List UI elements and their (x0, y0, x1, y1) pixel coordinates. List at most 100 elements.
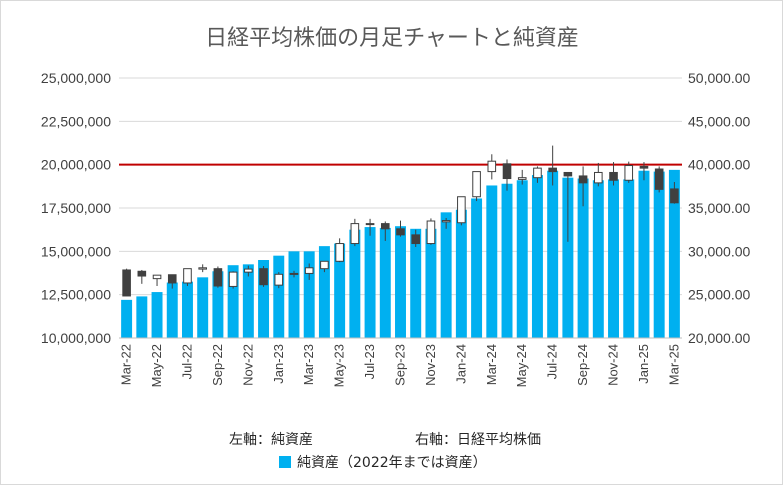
right-axis-note: 右軸：日経平均株価 (415, 432, 541, 448)
net-assets-bar-Jan-23 (273, 255, 285, 338)
candle-May-24 (517, 169, 527, 185)
net-assets-bar-May-22 (151, 292, 163, 338)
candle-Nov-24 (609, 162, 618, 186)
net-assets-bar-Nov-24 (608, 179, 620, 338)
net-assets-bar-Mar-24 (486, 185, 498, 338)
net-assets-bar-May-24 (516, 180, 528, 338)
left-axis-ticks: 10,000,000 12,500,000 15,000,000 17,500,000… (41, 70, 111, 346)
net-assets-bar-May-23 (334, 243, 346, 338)
net-assets-bar-Jan-24 (455, 209, 467, 338)
candle-Mar-23 (304, 263, 314, 280)
candle-Jan-25 (639, 162, 649, 181)
net-assets-bar-Oct-24 (592, 180, 604, 338)
candle-Oct-22 (228, 271, 238, 289)
candle-Jan-24 (457, 196, 466, 226)
right-tick-label: 45,000.00 (688, 113, 750, 129)
left-tick-label: 17,500,000 (41, 200, 111, 216)
x-tick-label: Nov-23 (423, 344, 438, 386)
candle-Oct-23 (411, 229, 421, 247)
net-assets-bar-Aug-22 (197, 277, 209, 338)
left-tick-label: 10,000,000 (41, 330, 111, 346)
candle-Sep-23 (396, 220, 405, 237)
net-assets-bar-Oct-23 (410, 228, 422, 338)
x-tick-label: Mar-23 (301, 344, 316, 385)
candle-Mar-25 (670, 182, 679, 204)
net-assets-bar-Mar-25 (668, 169, 680, 338)
net-assets-bar-Mar-22 (121, 299, 133, 338)
x-tick-label: Nov-24 (606, 344, 621, 386)
right-tick-label: 50,000.00 (688, 70, 750, 86)
net-assets-bar-Dec-23 (440, 212, 452, 338)
x-tick-label: Mar-24 (484, 344, 499, 385)
net-assets-bar-Aug-23 (379, 227, 391, 338)
candle-Aug-22 (198, 264, 207, 273)
candle-Oct-24 (594, 162, 603, 187)
net-assets-bar-Dec-24 (623, 179, 635, 338)
x-tick-label: Jan-25 (636, 344, 651, 384)
candle-Dec-24 (624, 161, 634, 183)
left-tick-label: 25,000,000 (41, 70, 111, 86)
nikkei-candles (122, 145, 679, 297)
x-tick-label: Sep-23 (393, 344, 408, 386)
net-assets-bar-Feb-25 (653, 171, 665, 338)
x-tick-label: Jul-22 (179, 344, 194, 379)
net-assets-bar-Apr-22 (136, 296, 148, 338)
right-tick-label: 35,000.00 (688, 200, 750, 216)
left-tick-label: 12,500,000 (41, 287, 111, 303)
x-tick-label: Sep-22 (210, 344, 225, 386)
candle-May-22 (152, 274, 162, 286)
candle-Mar-24 (487, 154, 497, 180)
candle-Apr-22 (137, 269, 147, 284)
net-assets-bar-Jul-23 (364, 227, 376, 338)
net-assets-bars (121, 169, 680, 338)
net-assets-bar-Jul-24 (547, 170, 559, 338)
candle-Jul-24 (548, 145, 557, 186)
candle-Apr-24 (502, 159, 512, 191)
left-tick-label: 22,500,000 (41, 113, 111, 129)
legend: 純資産（2022年までは資産） (279, 455, 487, 471)
net-assets-bar-Dec-22 (258, 260, 270, 338)
left-tick-label: 15,000,000 (41, 243, 111, 259)
candle-Aug-24 (563, 171, 573, 242)
net-assets-bar-Jul-22 (181, 281, 193, 338)
candle-Sep-22 (213, 266, 223, 288)
candle-Feb-23 (289, 270, 299, 278)
net-assets-bar-Sep-22 (212, 271, 224, 338)
net-assets-bar-Aug-24 (562, 177, 574, 338)
candle-Dec-22 (259, 266, 268, 287)
x-tick-label: Jan-24 (453, 344, 468, 384)
candle-Aug-23 (380, 221, 390, 241)
net-assets-bar-Apr-23 (318, 246, 330, 338)
x-tick-label: May-23 (332, 344, 347, 387)
net-assets-bar-Sep-24 (577, 178, 589, 338)
candle-Jul-23 (365, 218, 375, 236)
right-tick-label: 25,000.00 (688, 287, 750, 303)
legend-swatch (279, 456, 291, 468)
left-tick-label: 20,000,000 (41, 157, 111, 173)
candle-Jun-24 (533, 166, 542, 183)
chart-title: 日経平均株価の月足チャートと純資産 (205, 26, 579, 51)
x-tick-label: May-24 (514, 344, 529, 387)
candle-Jun-22 (167, 274, 177, 289)
x-tick-label: Mar-22 (119, 344, 134, 385)
right-tick-label: 30,000.00 (688, 243, 750, 259)
candle-Jun-23 (350, 218, 360, 247)
x-tick-label: Nov-22 (240, 344, 255, 386)
net-assets-bar-Apr-24 (501, 183, 513, 338)
legend-label: 純資産（2022年までは資産） (297, 455, 487, 471)
candle-Nov-23 (426, 218, 436, 245)
x-tick-label: May-22 (149, 344, 164, 387)
net-assets-bar-Jun-23 (349, 229, 361, 338)
x-tick-label: Jul-24 (545, 344, 560, 379)
net-assets-bar-Feb-23 (288, 251, 300, 338)
right-tick-label: 40,000.00 (688, 157, 750, 173)
net-assets-bar-Oct-22 (227, 265, 239, 338)
net-assets-bar-Mar-23 (303, 251, 315, 338)
right-axis-ticks: 20,000.00 25,000.00 30,000.00 35,000.00 40,0… (688, 70, 750, 346)
x-tick-label: Sep-24 (575, 344, 590, 386)
net-assets-bar-Feb-24 (471, 198, 483, 338)
net-assets-bar-Nov-23 (425, 228, 437, 338)
candle-Feb-24 (472, 171, 481, 202)
